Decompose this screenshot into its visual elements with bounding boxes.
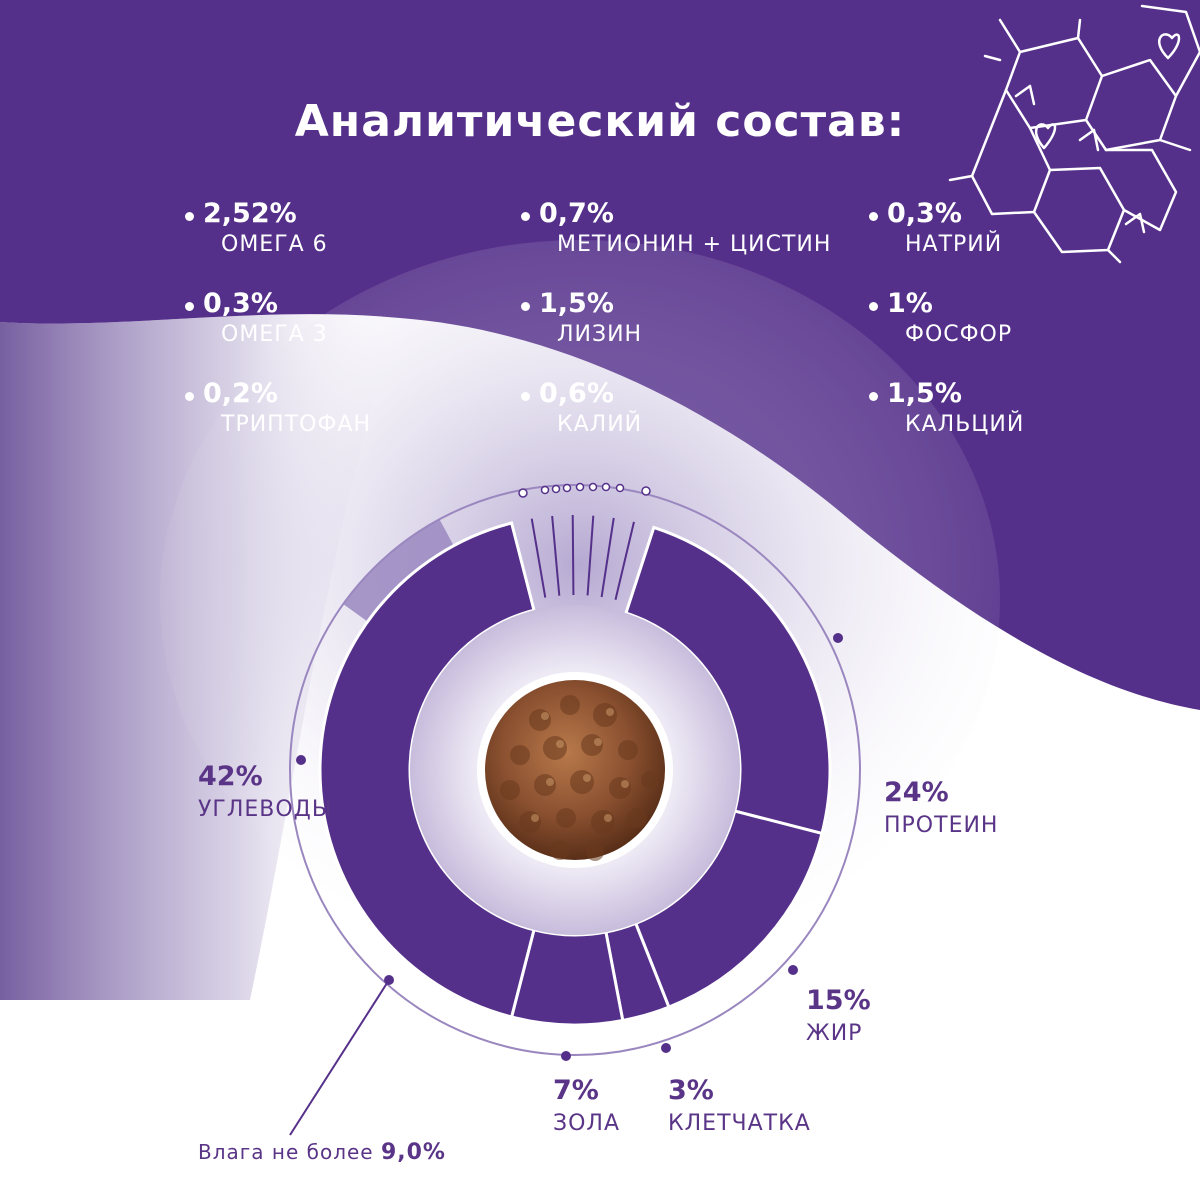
nutrient-item: 2,52% ОМЕГА 6 — [185, 198, 328, 260]
kibble-highlights — [531, 708, 629, 822]
label-protein: 24% ПРОТЕИН — [884, 776, 998, 842]
top-dots — [518, 482, 651, 498]
donut-minor-line — [571, 515, 575, 596]
nutrient-item: 0,7% МЕТИОНИН + ЦИСТИН — [521, 198, 832, 260]
label-ash: 7% ЗОЛА — [553, 1074, 620, 1140]
chart-outer-ring — [289, 484, 861, 1056]
fat-name: ЖИР — [806, 1021, 863, 1046]
carbs-value: 42% — [198, 761, 263, 792]
bullet-icon — [185, 392, 194, 401]
nutrient-name: НАТРИЙ — [905, 232, 1003, 257]
label-fat: 15% ЖИР — [806, 984, 871, 1050]
nutrient-name: ФОСФОР — [905, 322, 1013, 347]
donut-minor-line — [600, 517, 615, 598]
moisture-value: 9,0% — [380, 1140, 446, 1165]
donut-chart — [289, 484, 861, 1056]
nutrient-value: 2,52% — [203, 198, 297, 229]
nutrient-value: 0,3% — [887, 198, 962, 229]
fiber-name: КЛЕТЧАТКА — [668, 1111, 811, 1136]
nutrient-value: 1,5% — [539, 288, 614, 319]
marker-fat — [788, 965, 798, 975]
marker-fiber — [661, 1043, 671, 1053]
nutrient-item: 0,3% ОМЕГА 3 — [185, 288, 328, 350]
nutrient-item: 0,6% КАЛИЙ — [521, 378, 643, 440]
nutrient-value: 0,3% — [203, 288, 278, 319]
nutrient-name: ОМЕГА 6 — [221, 232, 328, 257]
marker-protein — [833, 633, 843, 643]
moisture-label: Влага не более — [198, 1140, 374, 1164]
fat-value: 15% — [806, 985, 871, 1016]
label-fiber: 3% КЛЕТЧАТКА — [668, 1074, 811, 1140]
nutrient-item: 0,2% ТРИПТОФАН — [185, 378, 371, 440]
label-carbs: 42% УГЛЕВОДЫ — [198, 760, 332, 826]
bullet-icon — [869, 392, 878, 401]
nutrient-value: 1,5% — [887, 378, 962, 409]
bullet-icon — [185, 302, 194, 311]
nutrient-item: 1,5% ЛИЗИН — [521, 288, 643, 350]
nutrient-name: ОМЕГА 3 — [221, 322, 328, 347]
donut-minor-line — [530, 518, 547, 598]
ash-name: ЗОЛА — [553, 1111, 621, 1136]
bullet-icon — [185, 212, 194, 221]
moisture-note: Влага не более 9,0% — [198, 1140, 446, 1165]
nutrient-name: МЕТИОНИН + ЦИСТИН — [557, 232, 832, 257]
page-title: Аналитический состав: — [294, 96, 906, 147]
marker-carbs — [296, 755, 306, 765]
bullet-icon — [869, 302, 878, 311]
donut-minor-line — [614, 521, 635, 600]
bullet-icon — [521, 392, 530, 401]
marker-ash — [561, 1051, 571, 1061]
donut-minor-line — [586, 515, 595, 596]
donut-minor-line — [551, 515, 561, 596]
nutrient-item: 1% ФОСФОР — [869, 288, 1013, 350]
protein-name: ПРОТЕИН — [884, 813, 999, 838]
bullet-icon — [521, 302, 530, 311]
nutrient-value: 0,6% — [539, 378, 614, 409]
nutrient-name: КАЛИЙ — [557, 412, 643, 437]
carbs-name: УГЛЕВОДЫ — [198, 797, 333, 822]
nutrient-name: ЛИЗИН — [557, 322, 643, 347]
moisture-leader-line — [289, 979, 390, 1136]
bullet-icon — [521, 212, 530, 221]
ash-value: 7% — [553, 1075, 599, 1106]
nutrient-name: ТРИПТОФАН — [221, 412, 371, 437]
fiber-value: 3% — [668, 1075, 714, 1106]
nutrient-item: 1,5% КАЛЬЦИЙ — [869, 378, 1025, 440]
nutrient-value: 0,2% — [203, 378, 278, 409]
nutrient-item: 0,3% НАТРИЙ — [869, 198, 1003, 260]
hexagon-hearts-decoration — [948, 4, 1200, 264]
nutrient-value: 0,7% — [539, 198, 614, 229]
nutrient-name: КАЛЬЦИЙ — [905, 412, 1025, 437]
bullet-icon — [869, 212, 878, 221]
protein-value: 24% — [884, 777, 949, 808]
nutrient-value: 1% — [887, 288, 933, 319]
